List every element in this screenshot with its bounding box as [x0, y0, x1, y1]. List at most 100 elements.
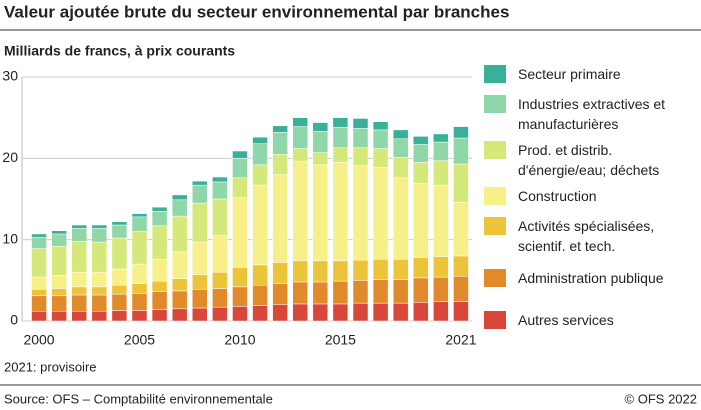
bar-segment — [252, 184, 268, 266]
bar-segment — [433, 301, 449, 322]
bar-segment — [453, 126, 469, 139]
bar-segment — [332, 117, 349, 128]
bar-segment — [453, 202, 469, 257]
bar-segment — [292, 126, 308, 149]
bar-segment — [71, 294, 87, 312]
bar-segment — [372, 279, 389, 304]
legend-swatch — [484, 187, 506, 205]
bar-segment — [372, 258, 389, 280]
bar-segment — [372, 129, 389, 149]
bar-segment — [372, 121, 389, 131]
bar-segment — [151, 291, 168, 310]
bar-segment — [131, 310, 148, 322]
bar-segment — [413, 144, 429, 163]
bar-segment — [71, 286, 87, 296]
x-tick-label: 2010 — [224, 332, 255, 348]
legend-swatch — [484, 141, 506, 159]
bar-segment — [332, 147, 349, 163]
bar-segment — [392, 302, 409, 322]
bar-segment — [131, 231, 148, 265]
bar-segment — [232, 267, 248, 288]
bar-segment — [312, 152, 329, 166]
bar-segment — [292, 281, 308, 305]
bar-segment — [413, 162, 429, 184]
bar-segment — [272, 283, 288, 305]
bar-segment — [252, 136, 268, 144]
y-tick-label: 10 — [2, 230, 18, 246]
bar-segment — [252, 164, 268, 186]
bar-segment — [192, 307, 208, 322]
bar-segment — [111, 224, 128, 239]
bar-segment — [433, 184, 449, 257]
legend-label: Autres services — [518, 312, 614, 328]
bar-segment — [71, 271, 87, 288]
bar-segment — [413, 136, 429, 145]
bar-segment — [433, 276, 449, 302]
bar-segment — [71, 241, 87, 273]
bar-segment — [352, 259, 369, 281]
bar-segment — [111, 237, 128, 270]
bar-segment — [312, 303, 329, 322]
bar-segment — [91, 228, 108, 243]
bar-segment — [232, 197, 248, 268]
bar-segment — [252, 305, 268, 322]
bar-segment — [91, 294, 108, 312]
bar-segment — [91, 310, 108, 322]
bar-segment — [392, 258, 409, 280]
bar-segment — [453, 301, 469, 322]
bar-segment — [111, 284, 128, 295]
bar-segment — [392, 157, 409, 179]
source: Source: OFS – Comptabilité environnement… — [4, 391, 273, 406]
bar-segment — [192, 289, 208, 309]
bar-segment — [192, 202, 208, 243]
bar-segment — [372, 167, 389, 260]
legend-label: Construction — [518, 188, 597, 204]
bar-segment — [413, 302, 429, 322]
x-tick-label: 2005 — [124, 332, 155, 348]
bar-segment — [413, 257, 429, 279]
bar-segment — [352, 302, 369, 322]
bar-segment — [151, 225, 168, 260]
bar-segment — [433, 133, 449, 143]
copyright: © OFS 2022 — [625, 391, 697, 406]
bar-segment — [51, 233, 67, 247]
bar-segment — [392, 177, 409, 260]
legend-label: Industries extractives et manufacturière… — [518, 96, 666, 132]
bar-segment — [252, 264, 268, 286]
bar-segment — [252, 143, 268, 166]
bar-segment — [212, 235, 228, 273]
bar-segment — [151, 280, 168, 292]
y-tick-label: 20 — [2, 149, 18, 165]
y-tick-label: 30 — [2, 68, 18, 84]
bar-segment — [312, 164, 329, 262]
x-tick-label: 2000 — [23, 332, 54, 348]
bar-segment — [252, 284, 268, 306]
legend-swatch — [484, 65, 506, 83]
bar-segment — [272, 154, 288, 175]
chart-title: Valeur ajoutée brute du secteur environn… — [4, 2, 509, 21]
bar-segment — [91, 286, 108, 296]
bar-segment — [171, 308, 188, 322]
bar-segment — [131, 293, 148, 311]
legend-swatch — [484, 217, 506, 235]
legend-label: Secteur primaire — [518, 66, 621, 82]
bar-segment — [51, 230, 67, 235]
bar-segment — [171, 290, 188, 310]
bar-segment — [212, 176, 228, 183]
bar-segment — [352, 118, 369, 129]
bar-segment — [192, 274, 208, 290]
bar-segment — [292, 260, 308, 283]
legend-label: Prod. et distrib. d'énergie/eau; déchets — [518, 142, 660, 178]
bar-segment — [131, 263, 148, 284]
bar-segment — [71, 228, 87, 242]
y-tick-label: 0 — [10, 312, 18, 328]
bar-segment — [272, 304, 288, 322]
bar-segment — [171, 215, 188, 253]
bar-segment — [453, 276, 469, 302]
bar-segment — [332, 303, 349, 322]
bar-segment — [453, 137, 469, 165]
bar-segment — [352, 127, 369, 149]
bar-segment — [51, 245, 67, 276]
bar-segment — [171, 199, 188, 217]
